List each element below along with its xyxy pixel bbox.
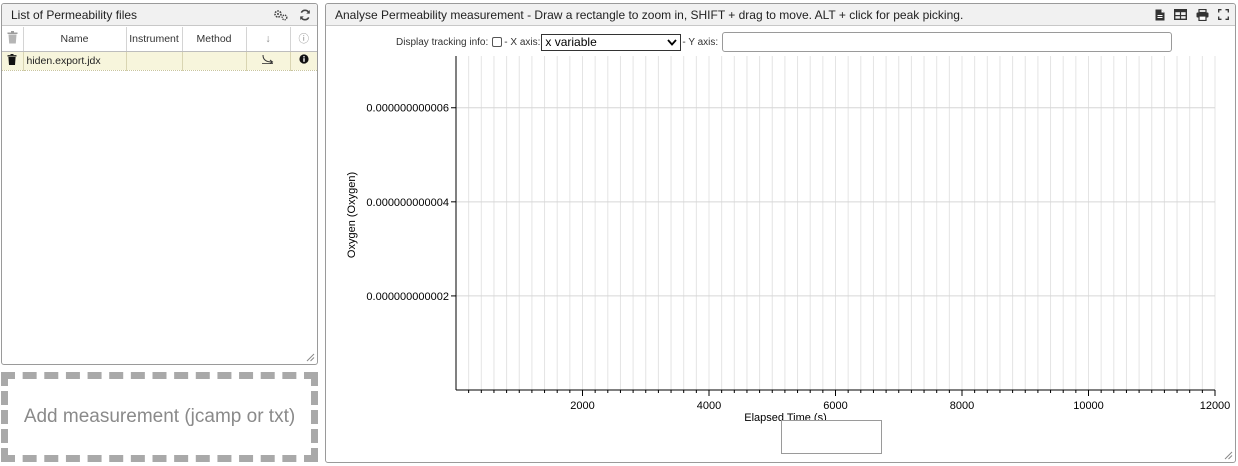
dropzone-label: Add measurement (jcamp or txt): [23, 406, 296, 427]
column-info[interactable]: ⓘ: [290, 27, 317, 52]
row-name-cell[interactable]: hiden.export.jdx: [23, 51, 127, 71]
permeability-chart[interactable]: 2000 4000 6000 8000 10000 12000 0.000000000002…: [326, 4, 1235, 462]
x-tick-label: 4000: [697, 400, 721, 412]
x-tick-label: 12000: [1200, 400, 1231, 412]
x-tick-label: 8000: [950, 400, 974, 412]
analysis-panel-title: Analyse Permeability measurement - Draw …: [335, 7, 964, 22]
info-icon[interactable]: [299, 54, 309, 67]
column-instrument-label: Instrument: [129, 32, 179, 45]
refresh-icon[interactable]: [299, 8, 311, 21]
column-method[interactable]: Method: [182, 27, 247, 52]
column-instrument[interactable]: Instrument: [126, 27, 183, 52]
column-method-label: Method: [196, 32, 232, 45]
y-tick-label: 0.000000000006: [366, 103, 449, 115]
fullscreen-icon[interactable]: [1218, 9, 1229, 20]
print-icon[interactable]: [1196, 8, 1209, 21]
column-sort[interactable]: ↓: [246, 27, 291, 52]
chart-info-box: [781, 420, 882, 454]
table-icon[interactable]: [1174, 9, 1187, 20]
column-delete-all[interactable]: [2, 27, 24, 52]
trash-icon[interactable]: [7, 30, 18, 47]
row-instrument-cell[interactable]: [126, 51, 183, 71]
y-axis-input[interactable]: [722, 32, 1173, 52]
tracking-controls: Display tracking info: - X axis: x varia…: [396, 31, 1173, 53]
x-tick-label: 6000: [823, 400, 847, 412]
select-arrow-icon[interactable]: [262, 54, 274, 67]
y-tick-label: 0.000000000004: [366, 197, 449, 209]
analysis-panel: Analyse Permeability measurement - Draw …: [325, 3, 1236, 463]
resize-handle-icon[interactable]: [306, 353, 315, 362]
row-method-cell[interactable]: [182, 51, 247, 71]
x-axis-select[interactable]: x variable: [541, 33, 682, 51]
row-select-cell[interactable]: [246, 51, 291, 71]
tracking-label: Display tracking info:: [396, 36, 489, 48]
settings-gears-icon[interactable]: [273, 9, 288, 21]
x-axis-select-value: x variable: [545, 35, 597, 49]
files-panel: List of Permeability files: [1, 3, 318, 365]
x-axis-label: - X axis:: [504, 36, 541, 48]
column-name[interactable]: Name: [23, 27, 127, 52]
row-delete-cell[interactable]: [2, 51, 24, 71]
files-panel-title: List of Permeability files: [11, 7, 138, 22]
trash-icon[interactable]: [7, 53, 17, 68]
chevron-down-icon: [667, 35, 678, 49]
x-tick-label: 10000: [1073, 400, 1104, 412]
files-panel-header: List of Permeability files: [2, 4, 317, 26]
table-row[interactable]: hiden.export.jdx: [2, 51, 317, 71]
tracking-checkbox[interactable]: [492, 37, 503, 47]
add-measurement-dropzone[interactable]: Add measurement (jcamp or txt): [1, 372, 318, 462]
y-axis-title: Oxygen (Oxygen): [346, 172, 358, 258]
analysis-panel-header: Analyse Permeability measurement - Draw …: [326, 4, 1235, 26]
files-table: Name Instrument Method ↓ ⓘ hiden.export.…: [2, 27, 317, 71]
resize-handle-icon[interactable]: [1224, 451, 1233, 460]
column-name-label: Name: [60, 32, 89, 45]
row-info-cell[interactable]: [290, 51, 317, 71]
info-circle-icon: ⓘ: [298, 33, 310, 46]
x-tick-label: 2000: [570, 400, 594, 412]
y-axis-label: - Y axis:: [682, 36, 719, 48]
export-file-icon[interactable]: [1155, 9, 1165, 21]
y-tick-label: 0.000000000002: [366, 291, 449, 303]
sort-arrow-icon: ↓: [265, 32, 271, 45]
files-table-header-row: Name Instrument Method ↓ ⓘ: [2, 27, 317, 52]
